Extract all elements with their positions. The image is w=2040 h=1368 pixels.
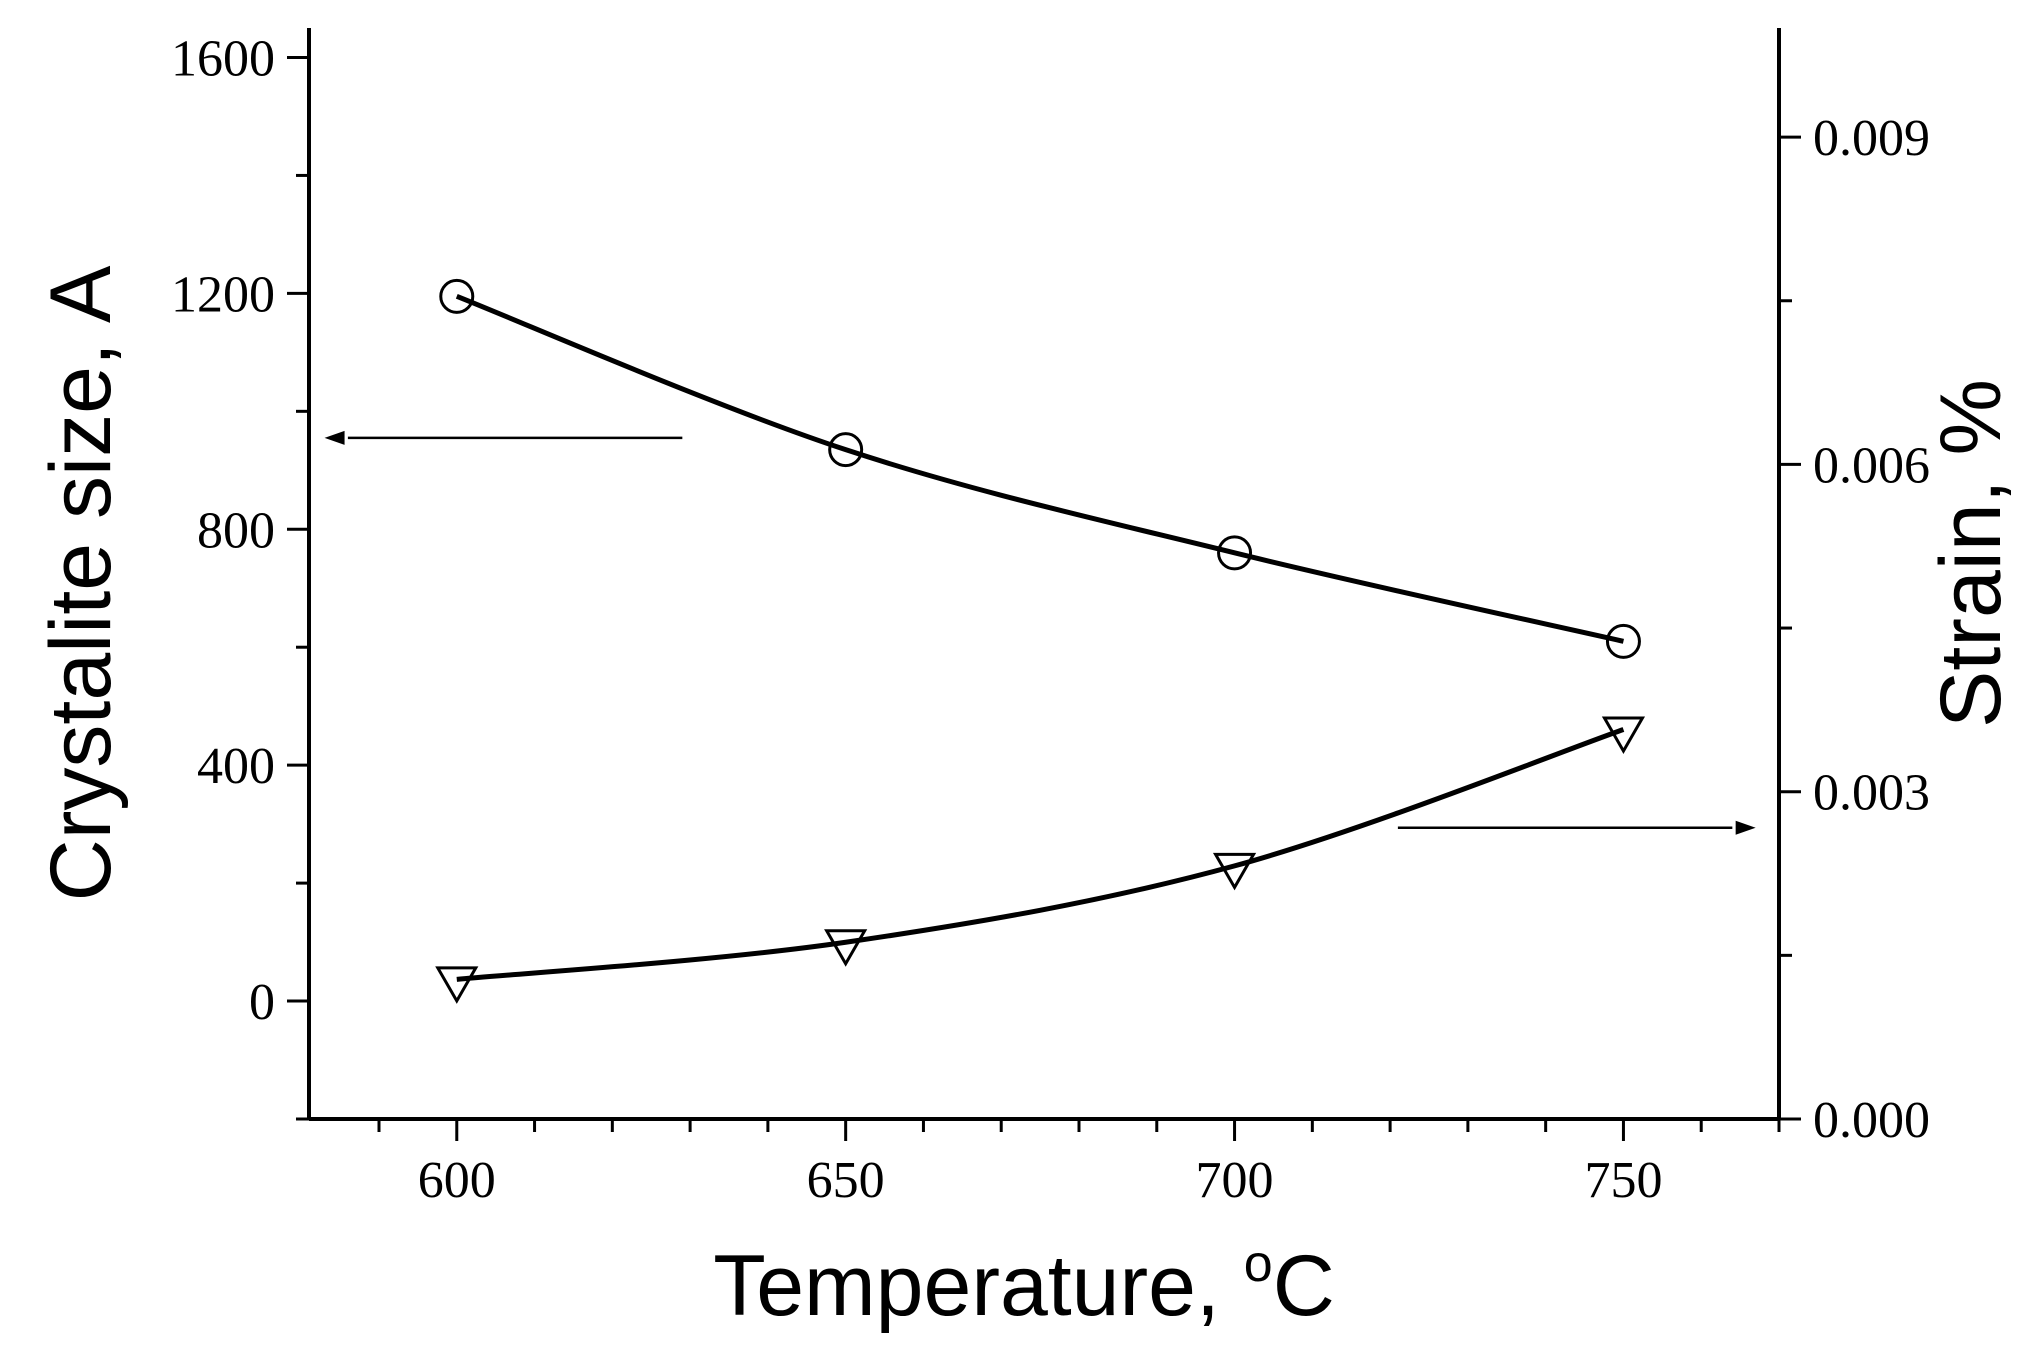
y-right-axis-title: Strain, % — [1923, 379, 2019, 728]
x-tick-label: 700 — [1196, 1152, 1274, 1209]
circle-marker — [828, 432, 864, 468]
circle-marker — [439, 278, 475, 314]
left-axis-arrowhead — [324, 430, 345, 445]
crystallite-size-curve — [455, 294, 1624, 644]
y-left-axis-title: Crystalite size, A — [33, 265, 129, 901]
axis-ticks — [287, 55, 1801, 1141]
y-left-tick-label: 1200 — [171, 266, 275, 323]
x-axis-title-text: Temperature, — [713, 1238, 1244, 1334]
x-tick-label: 650 — [807, 1152, 885, 1209]
x-axis-title: Temperature, oC — [713, 1235, 1335, 1334]
y-left-tick-labels: 0 400 800 1200 1600 — [171, 30, 275, 1031]
triangle-down-marker — [824, 929, 868, 967]
triangle-down-marker — [1212, 852, 1257, 891]
y-left-tick-label: 400 — [197, 738, 275, 795]
y-right-tick-label: 0.006 — [1813, 437, 1930, 494]
right-axis-arrowhead — [1735, 820, 1756, 835]
x-tick-label: 600 — [418, 1152, 496, 1209]
x-tick-labels: 600 650 700 750 — [418, 1152, 1663, 1209]
x-tick-label: 750 — [1584, 1152, 1662, 1209]
series-markers — [435, 278, 1646, 1004]
y-right-tick-label: 0.003 — [1813, 765, 1930, 822]
y-right-tick-label: 0.000 — [1813, 1092, 1930, 1149]
x-axis-title-degree: o — [1244, 1235, 1273, 1293]
y-right-tick-label: 0.009 — [1813, 110, 1930, 167]
triangle-down-marker — [435, 966, 479, 1004]
y-right-tick-labels: 0.000 0.003 0.006 0.009 — [1813, 110, 1930, 1149]
y-left-tick-label: 800 — [197, 502, 275, 559]
series-curves — [455, 294, 1625, 982]
y-left-tick-label: 0 — [249, 974, 275, 1031]
triangle-down-marker — [1601, 716, 1646, 755]
circle-marker — [1605, 623, 1641, 659]
plot-frame — [307, 28, 1781, 1121]
circle-marker — [1217, 535, 1253, 571]
axis-arrows — [324, 430, 1756, 835]
x-axis-title-unit: C — [1273, 1238, 1335, 1334]
strain-curve — [456, 727, 1625, 982]
y-left-tick-label: 1600 — [171, 30, 275, 87]
